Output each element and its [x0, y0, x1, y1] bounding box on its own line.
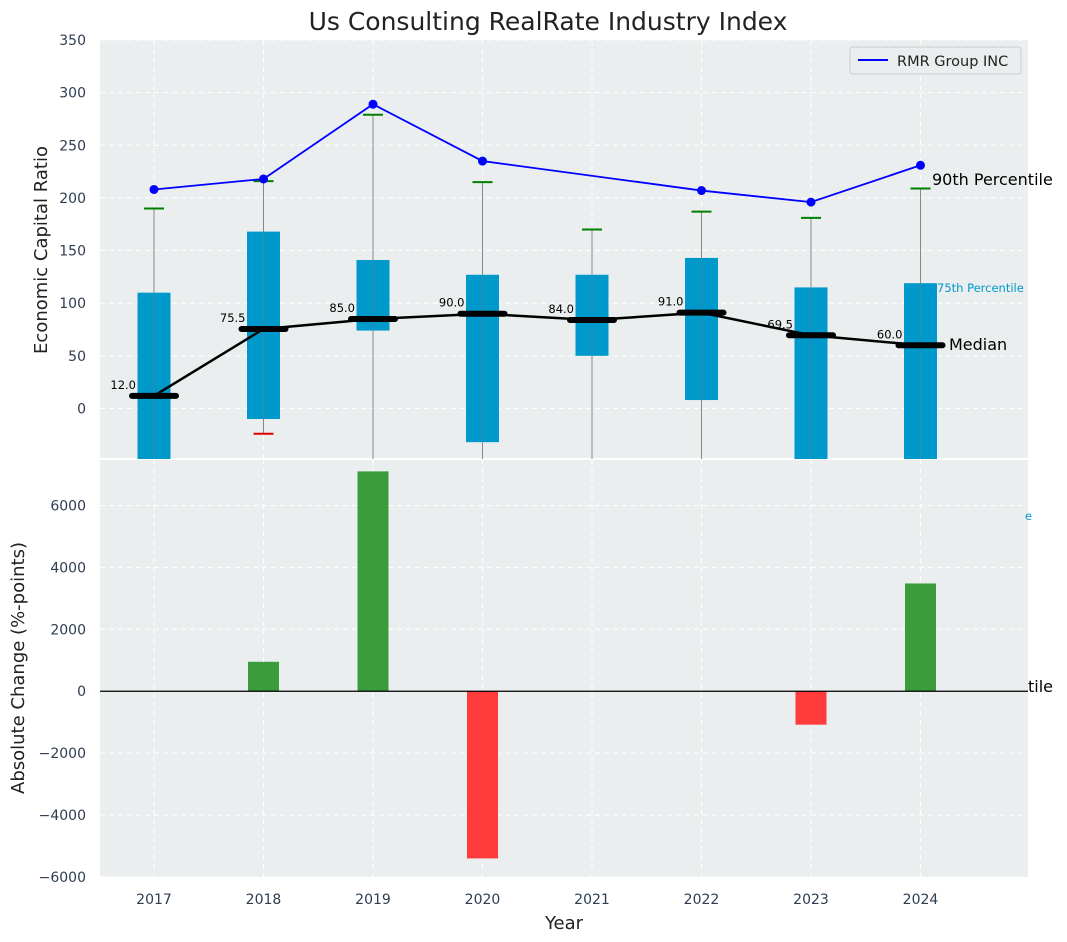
bottom-panel-background: [100, 459, 1028, 877]
median-annotation: Median: [949, 335, 1007, 354]
company-point-2022: [697, 186, 706, 196]
x-tick-label: 2024: [903, 892, 939, 908]
x-tick-label: 2020: [465, 892, 501, 908]
x-tick-label: 2023: [793, 892, 829, 908]
x-axis-label: Year: [544, 913, 584, 934]
top-y-tick-label: 0: [77, 401, 86, 417]
p90-annotation: 90th Percentile: [932, 170, 1053, 189]
legend: RMR Group INC: [849, 46, 1022, 75]
median-label-2023: 69.5: [767, 317, 793, 331]
median-label-2024: 60.0: [877, 327, 903, 341]
x-tick-label: 2022: [684, 892, 720, 908]
x-tick-label: 2021: [574, 892, 610, 908]
top-y-tick-label: 150: [59, 244, 86, 260]
top-y-tick-label: 300: [59, 86, 86, 102]
x-tick-label: 2017: [136, 892, 172, 908]
overflow-percentile-fragment: e: [1025, 509, 1032, 523]
bottom-y-axis-label: Absolute Change (%-points): [8, 542, 29, 794]
legend-box: [849, 46, 1022, 75]
median-label-2020: 90.0: [439, 296, 465, 310]
company-point-2018: [259, 174, 268, 184]
change-bar-2020: [467, 691, 498, 859]
p75-annotation: 75th Percentile: [937, 281, 1024, 295]
chart-title: Us Consulting RealRate Industry Index: [309, 7, 788, 36]
bottom-plot-area: [100, 471, 1028, 859]
company-point-2020: [478, 156, 487, 166]
top-panel-background: [100, 40, 1028, 459]
company-point-2019: [368, 99, 378, 109]
bottom-y-tick-label: 6000: [50, 498, 86, 514]
median-label-2017: 12.0: [110, 378, 136, 392]
bottom-y-tick-label: 0: [77, 684, 86, 700]
bottom-y-tick-label: 2000: [50, 622, 86, 638]
top-y-tick-label: 350: [59, 33, 86, 49]
change-bar-2019: [357, 471, 389, 692]
x-tick-label: 2019: [355, 892, 391, 908]
company-point-2024: [916, 160, 925, 170]
median-label-2021: 84.0: [548, 302, 574, 316]
change-bar-2024: [905, 583, 936, 692]
axis-labels: 0 50 100 150 200 250 300 350 −6000 −4000 −2000 0 200…: [39, 33, 939, 908]
x-tick-label: 2018: [246, 892, 282, 908]
top-y-axis-label: Economic Capital Ratio: [31, 146, 52, 354]
company-point-2023: [806, 197, 816, 207]
bottom-y-tick-label: −6000: [39, 870, 86, 886]
top-y-tick-label: 100: [59, 296, 86, 312]
top-y-tick-label: 200: [59, 191, 86, 207]
bottom-y-tick-label: −2000: [39, 746, 86, 762]
top-y-tick-label: 50: [68, 349, 86, 365]
median-label-2018: 75.5: [220, 311, 246, 325]
overflow-percentile-label-fragment: tile: [1028, 677, 1053, 696]
bottom-y-tick-label: 4000: [50, 560, 86, 576]
median-label-2019: 85.0: [329, 301, 355, 315]
change-bar-2023: [795, 691, 827, 725]
legend-entry-rmr: RMR Group INC: [897, 54, 1008, 70]
change-bar-2018: [248, 661, 279, 692]
top-plot-area: 12.0 75.5 85.0 90.0 84.0 91.0 69.5 60.0: [110, 99, 946, 459]
company-point-2017: [149, 184, 159, 194]
bottom-y-tick-label: −4000: [39, 808, 86, 824]
top-y-tick-label: 250: [59, 138, 86, 154]
median-label-2022: 91.0: [658, 295, 684, 309]
